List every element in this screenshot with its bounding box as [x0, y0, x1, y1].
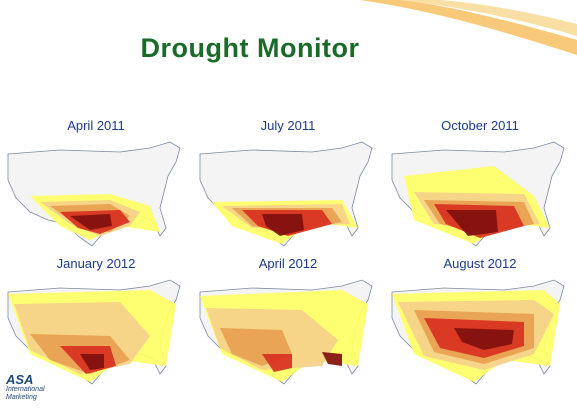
decorative-swoosh [360, 0, 577, 55]
logo-mark: ASA [6, 372, 34, 387]
logo-subtitle: International Marketing [6, 386, 45, 401]
map-label: August 2012 [443, 256, 517, 271]
map-label: April 2011 [67, 118, 125, 133]
map-panel: January 2012 [0, 256, 192, 391]
map-panel: August 2012 [384, 256, 576, 391]
drought-area-d4 [262, 214, 304, 236]
us-drought-map [199, 141, 373, 247]
us-drought-map [7, 279, 181, 385]
page-title: Drought Monitor [140, 33, 360, 63]
drought-area-d3 [262, 354, 292, 372]
map-label: July 2011 [260, 118, 316, 133]
us-drought-map [391, 141, 565, 247]
map-panel: July 2011 [192, 118, 384, 253]
asa-logo: ASA International Marketing [4, 372, 64, 406]
drought-area-d4 [80, 354, 104, 370]
drought-area-d4 [70, 214, 112, 230]
drought-area-d4 [446, 210, 498, 236]
map-panel: April 2011 [0, 118, 192, 253]
map-label: October 2011 [441, 118, 519, 133]
map-label: April 2012 [258, 256, 318, 271]
drought-area-d4 [454, 328, 514, 350]
map-label: January 2012 [56, 256, 136, 271]
drought-area-d4 [322, 352, 342, 366]
us-drought-map [391, 279, 565, 385]
map-panel: April 2012 [192, 256, 384, 391]
map-panel: October 2011 [384, 118, 576, 253]
us-drought-map [199, 279, 373, 385]
us-drought-map [7, 141, 181, 247]
